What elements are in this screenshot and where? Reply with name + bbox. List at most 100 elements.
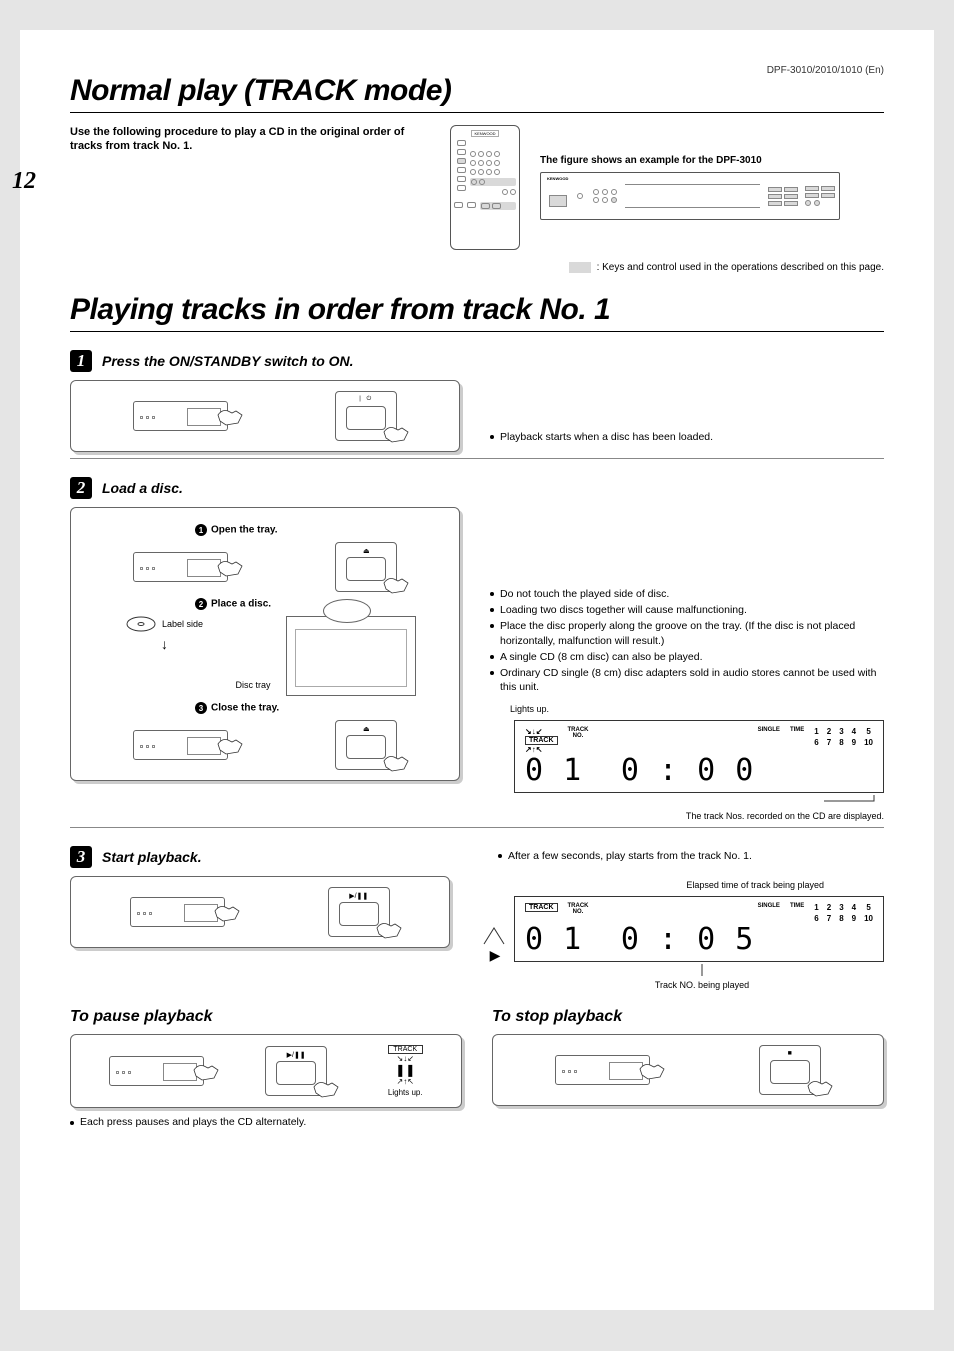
step-3-illustration: ▶/❚❚ xyxy=(70,876,450,948)
figure-caption: The figure shows an example for the DPF-… xyxy=(540,125,884,220)
step-2-illustration: 1Open the tray. ⏏ 2Pla xyxy=(70,507,460,781)
intro-text: Use the following procedure to play a CD… xyxy=(70,125,430,154)
trackno-value: 0 1 xyxy=(525,925,582,955)
hand-pointer-icon xyxy=(213,901,241,923)
step-2-title: Load a disc. xyxy=(102,480,884,496)
step-3-header: 3 Start playback. After a few seconds, p… xyxy=(70,846,884,868)
track-badge: TRACK xyxy=(525,736,558,745)
arrow-icon xyxy=(480,924,510,948)
play-pause-icon: ▶/❚❚ xyxy=(287,1051,306,1061)
step-3-note: After a few seconds, play starts from th… xyxy=(498,849,884,863)
lights-up-label: Lights up. xyxy=(388,1088,423,1097)
remote-icon: ⏏ xyxy=(335,720,397,770)
single-label: SINGLE xyxy=(758,903,780,909)
hand-pointer-icon xyxy=(638,1059,666,1081)
remote-icon: ▶/❚❚ xyxy=(328,887,390,937)
device-icon xyxy=(130,897,225,927)
step-3-title: Start playback. xyxy=(102,849,488,865)
track-numbers-grid: 12345678910 xyxy=(814,903,873,923)
remote-icon: ■ xyxy=(759,1045,821,1095)
remote-brand-label: KENWOOD xyxy=(471,130,498,137)
remote-icon: ▶/❚❚ xyxy=(265,1046,327,1096)
lcd-display-1: ↘↓↙ TRACK ↗↑↖ TRACK NO. SINGLE TIME 1234… xyxy=(514,720,884,793)
step-2-note-item: Do not touch the played side of disc. xyxy=(490,587,884,601)
pause-heading: To pause playback xyxy=(70,1008,462,1026)
playing-caption: Track NO. being played xyxy=(520,980,884,990)
lights-up-label: Lights up. xyxy=(510,704,884,714)
step-2-note-item: Loading two discs together will cause ma… xyxy=(490,603,884,617)
intro-row: Use the following procedure to play a CD… xyxy=(70,125,884,250)
manual-page: 12 DPF-3010/2010/1010 (En) Normal play (… xyxy=(20,30,934,1310)
arrow-icon xyxy=(692,964,712,976)
power-icon: | ⏻ xyxy=(359,396,373,406)
step-2-note-item: A single CD (8 cm disc) can also be play… xyxy=(490,650,884,664)
hand-pointer-icon xyxy=(216,556,244,578)
single-label: SINGLE xyxy=(758,727,780,733)
title-main: Normal play (TRACK mode) xyxy=(70,74,884,113)
trackno-label: TRACK NO. xyxy=(568,903,589,915)
pause-illustration: ▶/❚❚ TRACK ↘↓↙ ❚❚ ↗↑↖ Lights up. xyxy=(70,1034,462,1108)
device-icon xyxy=(133,401,228,431)
remote-icon: | ⏻ xyxy=(335,391,397,441)
step-2-note-item: Ordinary CD single (8 cm) disc adapters … xyxy=(490,666,884,694)
title-sub: Playing tracks in order from track No. 1 xyxy=(70,293,884,332)
track-numbers-grid: 12345678910 xyxy=(814,727,873,747)
arrow-icon xyxy=(824,795,884,807)
hand-pointer-icon xyxy=(312,1077,340,1099)
hand-pointer-icon xyxy=(192,1060,220,1082)
trackno-value: 0 1 xyxy=(525,756,582,786)
hand-pointer-icon xyxy=(806,1076,834,1098)
time-value: 0 : 0 0 xyxy=(621,756,754,786)
step-2-note-item: Place the disc properly along the groove… xyxy=(490,619,884,647)
time-label: TIME xyxy=(790,727,804,733)
lcd-display-2: TRACK TRACK NO. SINGLE TIME 12345678910 … xyxy=(514,896,884,962)
step-2-badge: 2 xyxy=(70,477,92,499)
remote-figure: KENWOOD xyxy=(450,125,520,250)
substep-2-label: Place a disc. xyxy=(211,599,271,610)
lcd-1-caption: The track Nos. recorded on the CD are di… xyxy=(490,811,884,821)
substep-3-label: Close the tray. xyxy=(211,703,279,714)
eject-icon: ⏏ xyxy=(363,547,370,557)
hand-pointer-icon xyxy=(216,734,244,756)
step-1-illustration: | ⏻ xyxy=(70,380,460,452)
device-icon xyxy=(133,552,228,582)
step-2-header: 2 Load a disc. xyxy=(70,477,884,499)
stop-illustration: ■ xyxy=(492,1034,884,1106)
dpf-unit-figure: KENWOOD xyxy=(540,172,840,220)
remote-icon: ⏏ xyxy=(335,542,397,592)
step-1-title: Press the ON/STANDBY switch to ON. xyxy=(102,353,884,369)
hand-pointer-icon xyxy=(216,405,244,427)
device-icon xyxy=(555,1055,650,1085)
hand-pointer-icon xyxy=(382,573,410,595)
device-icon xyxy=(133,730,228,760)
track-badge: TRACK xyxy=(388,1045,423,1054)
label-side-annotation: Label side xyxy=(162,619,203,629)
play-pause-icon: ▶/❚❚ xyxy=(349,892,368,902)
disc-figure: Label side ↓ xyxy=(115,616,215,652)
hand-pointer-icon xyxy=(375,918,403,940)
step-3-badge: 3 xyxy=(70,846,92,868)
pause-footnote: Each press pauses and plays the CD alter… xyxy=(70,1116,462,1128)
legend-swatch xyxy=(569,262,591,273)
tray-figure xyxy=(286,616,416,696)
legend-text: : Keys and control used in the operation… xyxy=(597,262,884,273)
stop-heading: To stop playback xyxy=(492,1008,884,1026)
pause-icon: ❚❚ xyxy=(388,1063,423,1077)
step-1-note: Playback starts when a disc has been loa… xyxy=(490,430,884,444)
step-1-header: 1 Press the ON/STANDBY switch to ON. xyxy=(70,350,884,372)
step-1-badge: 1 xyxy=(70,350,92,372)
step-2-notes: Do not touch the played side of disc. Loa… xyxy=(490,587,884,694)
legend-row: : Keys and control used in the operation… xyxy=(70,262,884,273)
eject-icon: ⏏ xyxy=(363,725,370,735)
disc-tray-annotation: Disc tray xyxy=(236,680,271,690)
time-value: 0 : 0 5 xyxy=(621,925,754,955)
hand-pointer-icon xyxy=(382,751,410,773)
hand-pointer-icon xyxy=(382,422,410,444)
play-icon: ▶ xyxy=(490,948,501,962)
substep-1-label: Open the tray. xyxy=(211,525,278,536)
device-icon xyxy=(109,1056,204,1086)
figure-caption-text: The figure shows an example for the DPF-… xyxy=(540,155,884,166)
time-label: TIME xyxy=(790,903,804,909)
elapsed-caption: Elapsed time of track being played xyxy=(480,880,824,890)
page-number: 12 xyxy=(12,168,36,195)
